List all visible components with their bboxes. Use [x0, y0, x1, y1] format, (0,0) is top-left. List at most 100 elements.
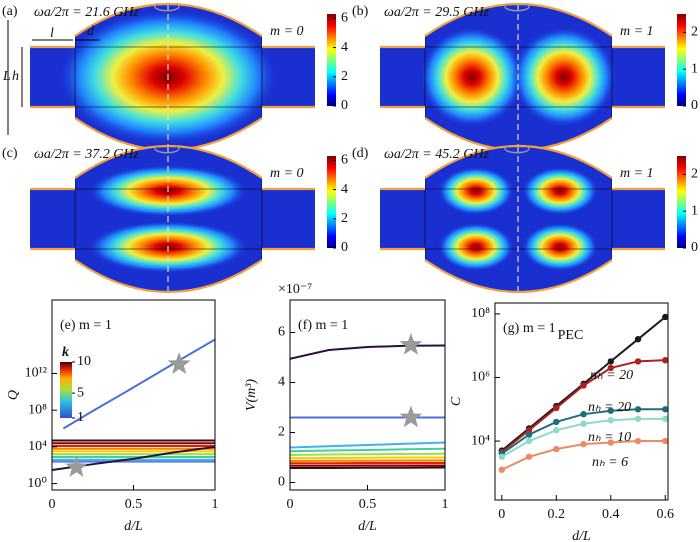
- star-marker: [167, 352, 191, 374]
- colorbar: [677, 156, 686, 248]
- data-point: [553, 445, 560, 453]
- series-line: [290, 441, 445, 449]
- series-label: nₕ = 20: [590, 368, 633, 383]
- data-point: [634, 358, 642, 365]
- wall: [380, 145, 665, 293]
- series-line: [501, 359, 666, 453]
- colorbar-tick-label: 0: [341, 98, 348, 113]
- y-tick-label: 10⁰: [27, 476, 47, 491]
- y-tick-label: 10⁶: [471, 370, 490, 385]
- x-axis-label: d/L: [124, 519, 143, 534]
- x-tick-label: 0: [498, 507, 505, 522]
- colorbar-tick-label: 4: [341, 182, 348, 197]
- data-point: [553, 404, 560, 412]
- data-point: [634, 415, 642, 423]
- wall: [30, 145, 315, 293]
- colorbar: [327, 14, 336, 106]
- title-subscript: PEC: [558, 328, 584, 343]
- y-tick-label: 10⁴: [471, 433, 490, 448]
- data-point: [662, 415, 668, 423]
- frequency-label: ωa/2π = 21.6 GHz: [34, 5, 139, 20]
- x-tick-label: 0: [49, 497, 56, 512]
- series-line: [290, 456, 445, 460]
- colorbar-tick-label: 2: [691, 25, 698, 40]
- line-panel: 0 0.5 1 0 2 4 6 d/L V(m³) (f) m = 1 ×10⁻⁷: [244, 282, 448, 534]
- x-tick-label: 0.5: [359, 497, 377, 512]
- colorbar: [327, 156, 336, 248]
- x-axis-label: d/L: [572, 529, 591, 542]
- data-point: [525, 431, 533, 438]
- data-point: [662, 406, 668, 413]
- colorbar-tick-label: 0: [691, 98, 698, 113]
- x-tick-label: 0.2: [548, 507, 566, 522]
- y-tick-label: 6: [278, 325, 285, 340]
- panel-title: (g) m = 1: [503, 321, 556, 336]
- colorbar-tick-label: 4: [341, 40, 348, 55]
- star-marker: [399, 405, 423, 428]
- dim-label: h: [12, 69, 19, 84]
- data-point: [607, 364, 614, 372]
- colorbar: [60, 362, 72, 418]
- data-point: [580, 382, 587, 389]
- field-lobe: [522, 223, 598, 271]
- field-panel: (a) ωa/2π = 21.6 GHz m = 0 0 2 4 6 l d L h: [2, 3, 348, 151]
- dim-label: d: [87, 24, 95, 39]
- colorbar: [677, 14, 686, 106]
- y-axis-label: C: [449, 396, 464, 406]
- x-tick-label: 0: [287, 497, 294, 512]
- colorbar-tick-label: 1: [691, 203, 698, 218]
- field-lobe: [420, 27, 524, 127]
- field-panel: (d) ωa/2π = 45.2 GHz m = 1 0 1 2: [352, 145, 698, 293]
- field-pattern: [380, 146, 665, 292]
- y-tick-label: 10¹²: [25, 366, 47, 381]
- series-line: [62, 338, 215, 430]
- series-line: [290, 466, 445, 469]
- rotation-icon: [504, 3, 530, 12]
- series-label: nₕ = 20: [588, 400, 631, 415]
- data-point: [525, 453, 533, 460]
- y-tick-label: 10⁴: [28, 439, 47, 454]
- y-offset-label: ×10⁻⁷: [278, 282, 312, 297]
- y-tick-label: 0: [278, 475, 285, 490]
- data-point: [607, 417, 614, 424]
- frequency-label: ωa/2π = 37.2 GHz: [34, 147, 139, 162]
- plot-area: [290, 344, 445, 469]
- colorbar-label: k: [62, 345, 69, 360]
- panel-label: (b): [352, 4, 369, 19]
- data-point: [498, 466, 506, 473]
- colorbar-tick-label: 0: [341, 240, 348, 255]
- series-line: [290, 344, 445, 360]
- y-tick-label: 2: [278, 425, 285, 440]
- colorbar-tick-label: 6: [341, 153, 348, 168]
- panel-title: (e) m = 1: [60, 318, 112, 333]
- rotation-icon: [154, 145, 180, 154]
- data-point: [525, 426, 533, 434]
- rotation-icon: [504, 145, 530, 154]
- data-point: [580, 410, 587, 418]
- colorbar-tick-label: 2: [341, 69, 348, 84]
- y-tick-label: 4: [278, 375, 285, 390]
- panel-label: (c): [2, 146, 18, 161]
- x-tick-label: 1: [212, 497, 219, 512]
- field-lobe: [512, 27, 616, 127]
- colorbar-tick-label: 1: [691, 61, 698, 76]
- frequency-label: ωa/2π = 45.2 GHz: [384, 147, 489, 162]
- y-tick-label: 10⁸: [471, 306, 490, 321]
- line-panel: nₕ = 20 nₕ = 20 nₕ = 10 nₕ = 6 0 0.2 0.4 0.6 10⁴…: [449, 302, 674, 542]
- mode-label: m = 0: [270, 166, 304, 181]
- series-line: [290, 447, 445, 453]
- data-point: [662, 437, 668, 445]
- data-point: [662, 356, 668, 364]
- data-point: [580, 420, 587, 427]
- colorbar-tick-label: 6: [341, 11, 348, 26]
- field-pattern: [380, 4, 665, 150]
- data-point: [662, 313, 668, 321]
- data-point: [634, 335, 642, 343]
- field-lobe: [438, 167, 514, 215]
- data-point: [634, 437, 642, 445]
- dim-label: L: [2, 69, 11, 84]
- frequency-label: ωa/2π = 29.5 GHz: [384, 5, 489, 20]
- line-panel: 0 0.5 1 10⁰ 10⁴ 10⁸ 10¹² d/L Q (e) m = 1 k 1 5 10: [6, 299, 219, 534]
- colorbar-tick-label: 0: [691, 240, 698, 255]
